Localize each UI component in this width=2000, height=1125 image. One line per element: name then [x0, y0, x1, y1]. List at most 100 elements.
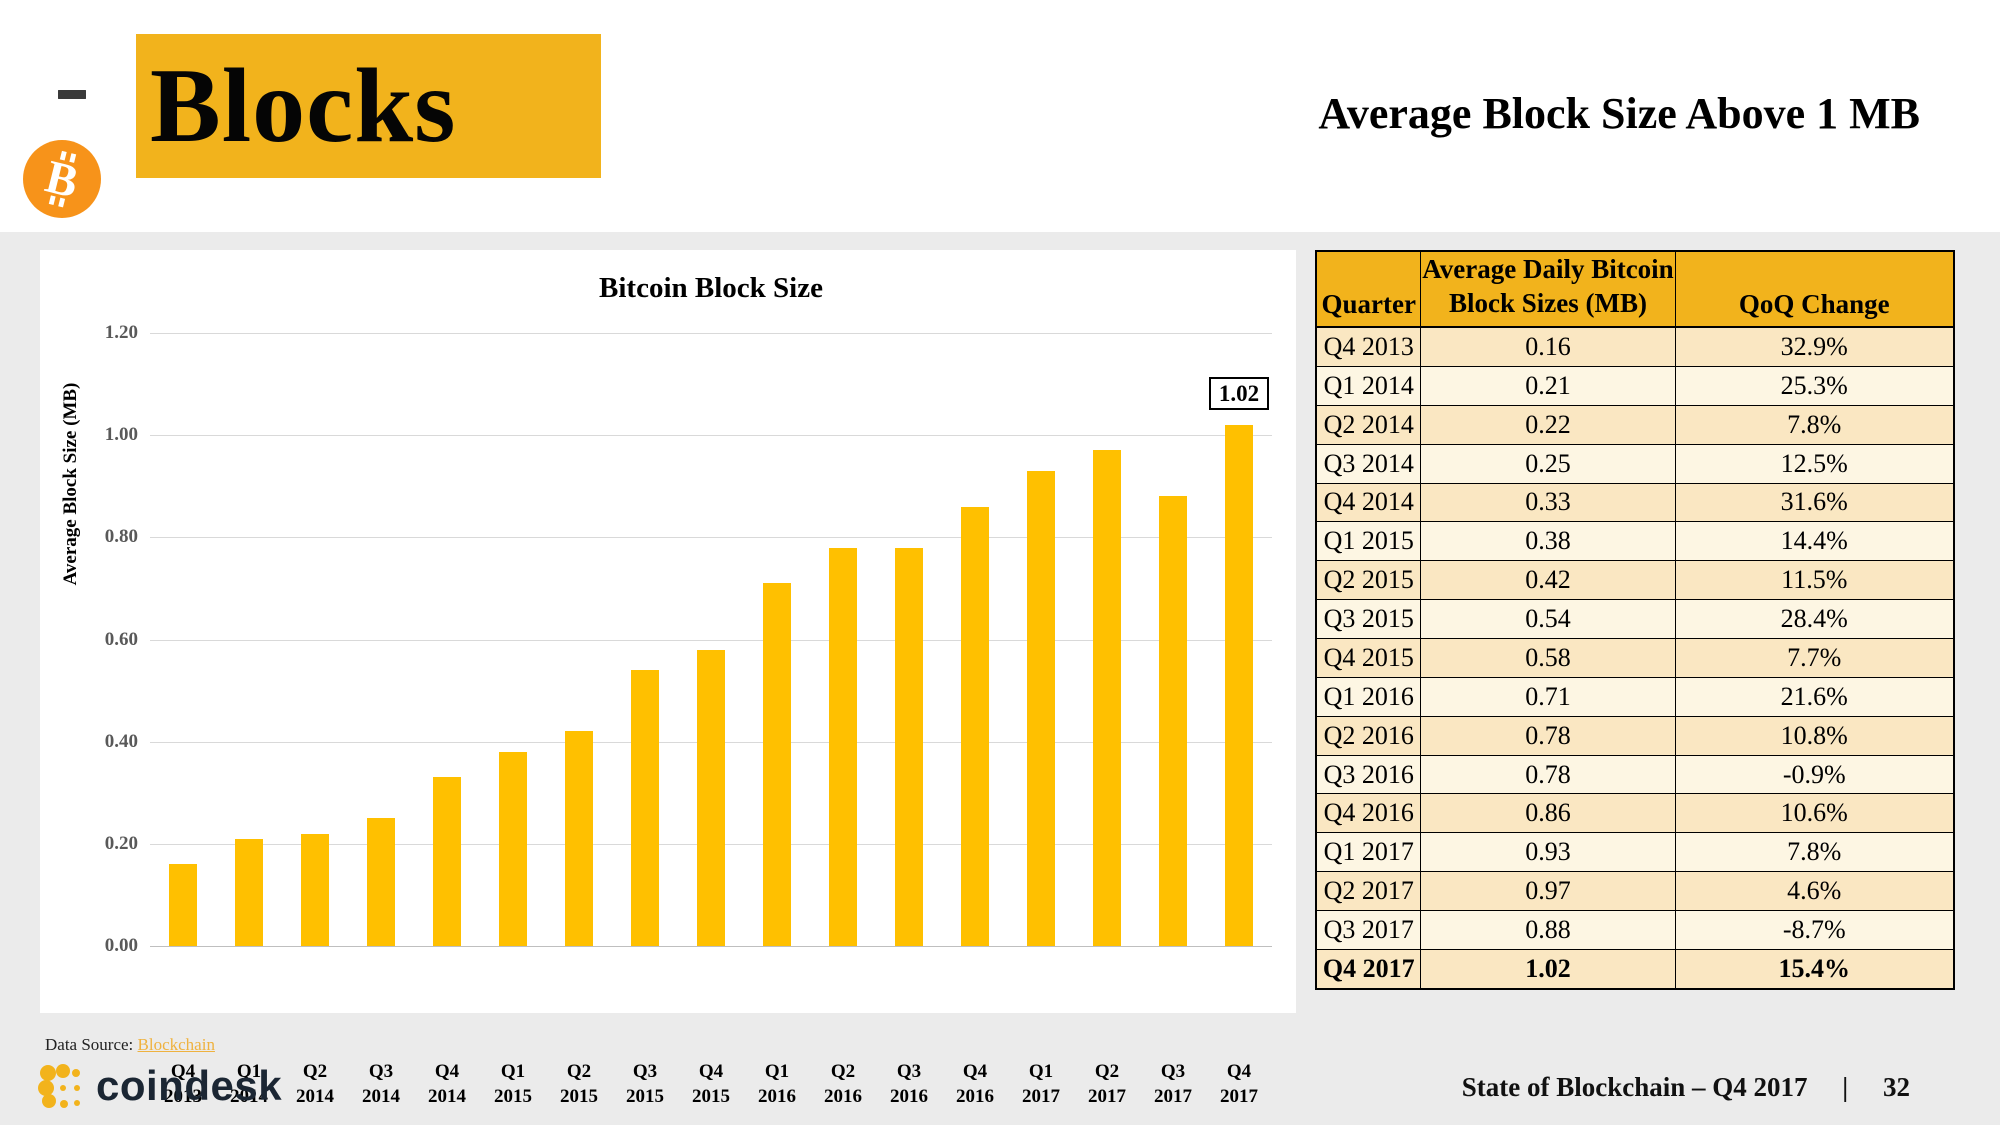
- table-row-q4-2017: Q4 2017 1.02 15.4%: [1315, 948, 1955, 990]
- col-header-quarter: Quarter: [1315, 250, 1422, 328]
- cell-quarter: Q1 2017: [1315, 832, 1422, 873]
- cell-quarter: Q2 2017: [1315, 871, 1422, 912]
- cell-size: 0.86: [1420, 793, 1676, 834]
- cell-qoq: 15.4%: [1674, 948, 1955, 990]
- y-tick-label: 0.40: [104, 730, 138, 752]
- cell-quarter: Q1 2015: [1315, 521, 1422, 562]
- cell-quarter: Q3 2014: [1315, 443, 1422, 484]
- cell-qoq: 32.9%: [1674, 326, 1955, 367]
- cell-quarter: Q3 2015: [1315, 599, 1422, 639]
- table-row-q4-2014: Q4 2014 0.33 31.6%: [1315, 482, 1955, 523]
- cell-quarter: Q2 2014: [1315, 404, 1422, 445]
- table-row-q1-2016: Q1 2016 0.71 21.6%: [1315, 676, 1955, 717]
- cell-size: 0.97: [1420, 871, 1676, 912]
- hamburger-bar: [58, 90, 86, 99]
- footer-separator: |: [1842, 1072, 1849, 1102]
- chart-title: Bitcoin Block Size: [599, 272, 823, 304]
- x-axis-line: [150, 946, 1272, 947]
- bar-q2-2016: [829, 547, 857, 946]
- table-row-q2-2015: Q2 2015 0.42 11.5%: [1315, 560, 1955, 601]
- cell-qoq: 4.6%: [1674, 871, 1955, 912]
- cell-qoq: 11.5%: [1674, 560, 1955, 601]
- cell-quarter: Q4 2015: [1315, 638, 1422, 678]
- x-tick-label: Q4 2014: [428, 1061, 466, 1107]
- x-tick-label: Q2 2016: [824, 1061, 862, 1107]
- table-row-q2-2014: Q2 2014 0.22 7.8%: [1315, 404, 1955, 445]
- cell-size: 1.02: [1420, 948, 1676, 990]
- x-tick-label: Q3 2014: [362, 1061, 400, 1107]
- table-row-q1-2017: Q1 2017 0.93 7.8%: [1315, 832, 1955, 873]
- plot-area: 0.00 0.20 0.40 0.60 0.80 1.00 1.20 Q4 2013 Q1 2014…: [105, 322, 1272, 1107]
- cell-qoq: 10.8%: [1674, 715, 1955, 756]
- quarterly-table: Quarter Average Daily Bitcoin Block Size…: [1315, 250, 1955, 990]
- bar-q2-2014: [301, 833, 329, 946]
- table-body: Q4 2013 0.16 32.9% Q1 2014 0.21 25.3% Q2 2014 0…: [1315, 326, 1955, 990]
- bar-q4-2015: [697, 649, 725, 946]
- bar-q4-2014: [433, 777, 461, 946]
- bar-q3-2015: [631, 670, 659, 946]
- x-tick-label: Q1 2017: [1022, 1061, 1060, 1107]
- data-source-label: Data Source:: [45, 1035, 138, 1054]
- y-tick-label: 0.80: [104, 526, 138, 548]
- y-tick-label: 0.00: [104, 935, 138, 956]
- cell-quarter: Q1 2016: [1315, 676, 1422, 717]
- cell-quarter: Q4 2014: [1315, 482, 1422, 523]
- table-row-q4-2016: Q4 2016 0.86 10.6%: [1315, 793, 1955, 834]
- col-header-size: Average Daily Bitcoin Block Sizes (MB): [1420, 250, 1676, 328]
- table-row-q3-2014: Q3 2014 0.25 12.5%: [1315, 443, 1955, 484]
- bar-q4-2016: [961, 506, 989, 946]
- cell-size: 0.42: [1420, 560, 1676, 601]
- cell-quarter: Q4 2013: [1315, 326, 1422, 367]
- bitcoin-logo-icon: B: [23, 140, 101, 218]
- y-tick-label: 1.20: [104, 322, 138, 343]
- cell-quarter: Q3 2016: [1315, 754, 1422, 795]
- gridline: [150, 435, 1272, 437]
- cell-quarter: Q2 2016: [1315, 715, 1422, 756]
- bar-q3-2016: [895, 547, 923, 946]
- header-bar: B Blocks Average Block Size Above 1 MB: [0, 0, 2000, 232]
- cell-qoq: 31.6%: [1674, 482, 1955, 523]
- cell-size: 0.38: [1420, 521, 1676, 562]
- table-header-row: Quarter Average Daily Bitcoin Block Size…: [1315, 250, 1955, 328]
- x-tick-label: Q2 2014: [296, 1061, 334, 1107]
- table-row-q1-2015: Q1 2015 0.38 14.4%: [1315, 521, 1955, 562]
- table-row-q2-2017: Q2 2017 0.97 4.6%: [1315, 871, 1955, 912]
- x-tick-label: Q1 2014: [230, 1061, 268, 1107]
- cell-quarter: Q4 2017: [1315, 948, 1422, 990]
- y-axis-title: Average Block Size (MB): [60, 382, 81, 586]
- table-row-q4-2013: Q4 2013 0.16 32.9%: [1315, 326, 1955, 367]
- x-tick-label: Q1 2016: [758, 1061, 796, 1107]
- table-row-q3-2016: Q3 2016 0.78 -0.9%: [1315, 754, 1955, 795]
- cell-quarter: Q2 2015: [1315, 560, 1422, 601]
- cell-qoq: -0.9%: [1674, 754, 1955, 795]
- bar-q2-2015: [565, 731, 593, 946]
- bar-q1-2016: [763, 583, 791, 946]
- bar-q2-2017: [1093, 450, 1121, 946]
- bar-q1-2014: [235, 838, 263, 946]
- bar-q3-2017: [1159, 496, 1187, 946]
- cell-qoq: 12.5%: [1674, 443, 1955, 484]
- x-tick-label: Q4 2017: [1220, 1061, 1258, 1107]
- cell-qoq: 28.4%: [1674, 599, 1955, 639]
- slide-heading: Average Block Size Above 1 MB: [1318, 89, 1920, 138]
- x-tick-label: Q1 2015: [494, 1061, 532, 1107]
- gridline: [150, 639, 1272, 641]
- x-tick-label: Q4 2013: [164, 1061, 202, 1107]
- gridline: [150, 333, 1272, 334]
- section-title-box: Blocks: [136, 34, 601, 178]
- y-tick-label: 0.60: [104, 628, 138, 650]
- cell-size: 0.21: [1420, 365, 1676, 406]
- cell-quarter: Q3 2017: [1315, 910, 1422, 950]
- col-header-qoq: QoQ Change: [1674, 250, 1955, 328]
- table-row-q3-2015: Q3 2015 0.54 28.4%: [1315, 599, 1955, 639]
- cell-qoq: 10.6%: [1674, 793, 1955, 834]
- coindesk-logo-icon: [38, 1064, 80, 1108]
- table-row-q2-2016: Q2 2016 0.78 10.8%: [1315, 715, 1955, 756]
- bar-q1-2015: [499, 751, 527, 946]
- col-header-size-line2: Block Sizes (MB): [1448, 288, 1647, 318]
- data-source-link[interactable]: Blockchain: [137, 1035, 215, 1054]
- cell-size: 0.22: [1420, 404, 1676, 445]
- cell-size: 0.54: [1420, 599, 1676, 639]
- cell-size: 0.16: [1420, 326, 1676, 367]
- x-tick-label: Q3 2015: [626, 1061, 664, 1107]
